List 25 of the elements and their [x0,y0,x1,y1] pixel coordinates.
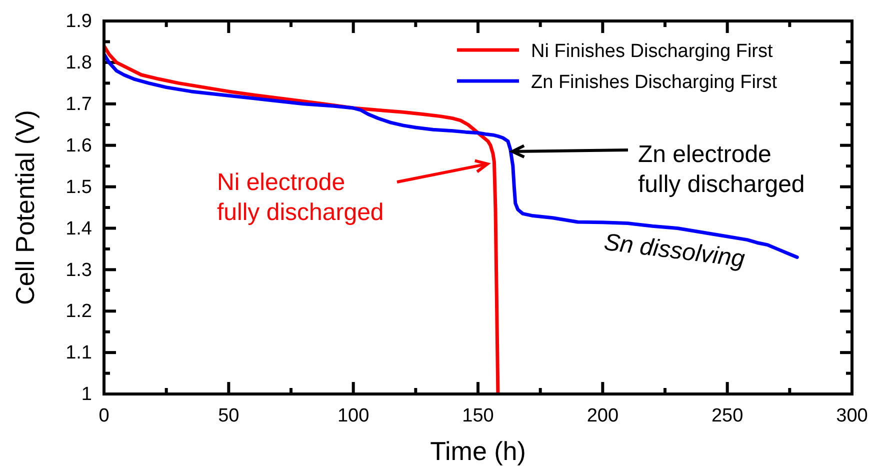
x-tick-label: 0 [98,405,110,426]
annotation: Ni electrode fully discharged [217,169,384,226]
x-tick-label: 100 [337,405,370,426]
x-axis-title: Time (h) [430,436,526,466]
x-tick-label: 200 [586,405,619,426]
annotation: Sn dissolving [602,228,747,273]
y-tick-label: 1.4 [66,218,92,240]
x-tick-label: 250 [711,405,744,426]
y-tick-label: 1.3 [66,260,92,281]
y-tick-label: 1.1 [66,342,92,364]
annotation: Zn electrode fully discharged [638,141,805,198]
y-tick-label: 1.5 [66,176,92,198]
x-tick-label: 150 [462,405,494,426]
y-axis-title: Cell Potential (V) [10,110,40,306]
y-tick-label: 1.8 [66,52,92,74]
y-tick-label: 1.9 [66,11,92,32]
line-series [104,44,500,394]
x-tick-label: 50 [218,405,240,426]
x-tick-label: 300 [836,405,868,426]
legend-label: Ni Finishes Discharging First [531,41,774,62]
y-tick-label: 1 [81,384,92,406]
legend-label: Zn Finishes Discharging First [531,72,778,93]
y-tick-label: 1.2 [66,301,92,322]
y-tick-label: 1.6 [66,135,92,156]
y-tick-label: 1.7 [66,94,92,115]
